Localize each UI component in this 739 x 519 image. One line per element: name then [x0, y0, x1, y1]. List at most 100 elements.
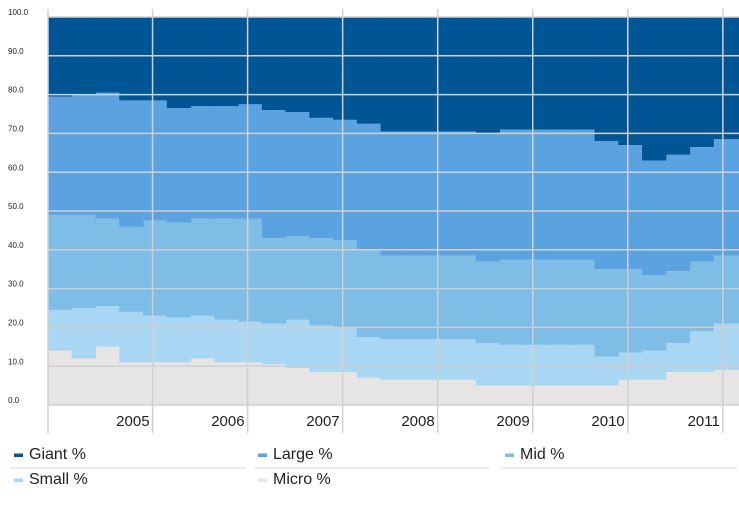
area-step [309, 238, 334, 326]
x-tick-label: 2008 [401, 413, 434, 430]
area-step [214, 106, 239, 219]
area-step [523, 129, 548, 260]
area-step [523, 344, 548, 386]
y-tick-label: 0.0 [8, 396, 20, 405]
area-step [642, 160, 667, 276]
area-step [119, 362, 144, 405]
area-step [190, 17, 215, 107]
area-step [618, 145, 643, 270]
area-step [190, 106, 215, 219]
area-step [594, 385, 619, 405]
area-step [356, 337, 382, 378]
area-step [499, 259, 524, 345]
area-step [95, 92, 120, 219]
area-step [356, 377, 382, 405]
area-step [166, 362, 192, 405]
area-step [143, 220, 168, 316]
area-step [48, 17, 73, 97]
area-step [713, 370, 739, 405]
area-step [48, 350, 73, 405]
area-step [214, 218, 239, 320]
area-step [119, 100, 144, 227]
area-step [547, 344, 572, 386]
x-tick-label: 2009 [496, 413, 529, 430]
legend-label: Large % [273, 446, 333, 463]
legend-label: Micro % [273, 471, 331, 488]
areas [48, 17, 739, 405]
area-step [166, 17, 192, 109]
area-step [261, 238, 287, 324]
area-step [689, 146, 714, 262]
area-step [523, 385, 548, 405]
area-step [665, 17, 691, 155]
area-step [642, 379, 667, 405]
area-step [404, 17, 429, 132]
area-step [475, 342, 500, 386]
area-step [238, 362, 263, 405]
area-step [499, 17, 524, 130]
area-step [594, 356, 619, 386]
area-step [404, 131, 429, 256]
area-step [95, 346, 120, 405]
area-step [285, 368, 310, 405]
area-step [404, 339, 429, 380]
area-step [261, 364, 287, 405]
y-tick-label: 80.0 [8, 86, 24, 95]
area-step [71, 94, 97, 215]
area-step [333, 119, 358, 241]
area-step [642, 350, 667, 380]
area-step [285, 17, 310, 113]
area-step [428, 379, 453, 405]
y-tick-label: 40.0 [8, 241, 24, 250]
area-step [309, 325, 334, 373]
area-step [570, 344, 596, 386]
area-step [190, 358, 215, 405]
y-tick-label: 60.0 [8, 163, 24, 172]
area-step [570, 129, 596, 260]
area-step [689, 17, 714, 147]
area-step [642, 17, 667, 161]
area-step [71, 308, 97, 359]
area-step [48, 96, 73, 215]
area-step [428, 255, 453, 340]
area-step [143, 17, 168, 101]
area-step [547, 385, 572, 405]
legend-marker [258, 478, 267, 482]
area-step [499, 129, 524, 260]
area-step [523, 17, 548, 130]
area-step [95, 306, 120, 347]
area-step [380, 379, 405, 405]
x-tick-label: 2006 [211, 413, 244, 430]
area-step [309, 17, 334, 118]
area-step [166, 317, 192, 363]
y-tick-label: 70.0 [8, 125, 24, 134]
area-step [642, 275, 667, 351]
area-step [451, 379, 477, 405]
area-step [214, 362, 239, 405]
area-step [713, 323, 739, 371]
area-step [285, 112, 310, 237]
area-step [166, 222, 192, 318]
area-step [309, 372, 334, 405]
area-step [689, 261, 714, 332]
area-step [261, 17, 287, 111]
area-step [333, 327, 358, 373]
area-step [618, 269, 643, 353]
area-step [665, 271, 691, 343]
area-step [190, 315, 215, 359]
area-step [570, 259, 596, 345]
area-step [594, 17, 619, 142]
area-step [618, 379, 643, 405]
area-step [499, 344, 524, 386]
area-step [380, 131, 405, 256]
area-step [547, 129, 572, 260]
legend-marker [505, 453, 514, 457]
area-step [475, 385, 500, 405]
legend-label: Mid % [520, 446, 564, 463]
legend-marker [258, 453, 267, 457]
area-step [547, 259, 572, 345]
area-step [71, 358, 97, 405]
y-tick-label: 90.0 [8, 47, 24, 56]
area-step [475, 133, 500, 262]
area-step [428, 339, 453, 380]
